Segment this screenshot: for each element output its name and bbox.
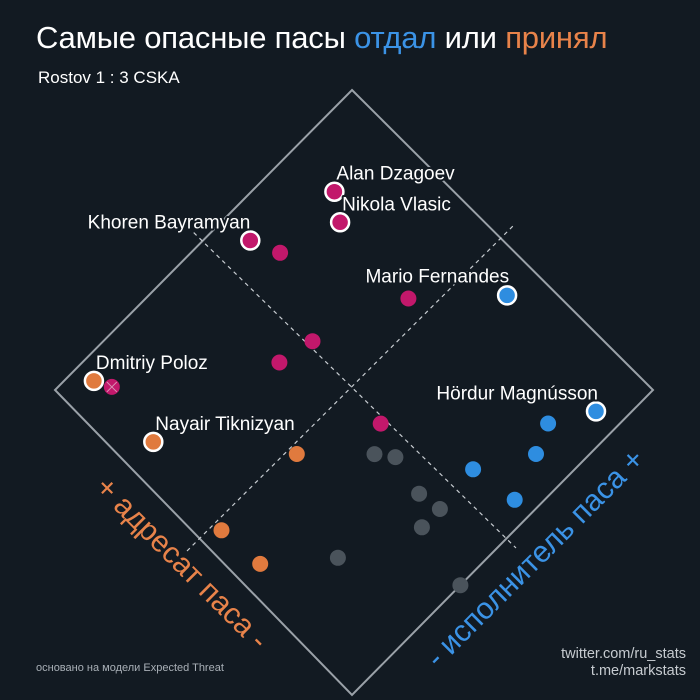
title-word-gave: отдал bbox=[354, 20, 437, 55]
y-axis-label: - исполнитель паса + bbox=[420, 443, 651, 674]
credit-telegram: t.me/markstats bbox=[590, 663, 686, 679]
chart-title: Самые опасные пасы отдал или принял bbox=[36, 20, 608, 56]
credit-twitter: twitter.com/ru_stats bbox=[561, 646, 686, 662]
point-label-nikola-vlasic: Nikola Vlasic bbox=[342, 194, 451, 215]
title-word-received: принял bbox=[505, 20, 608, 55]
data-point-point-22 bbox=[431, 501, 448, 517]
point-label-alan-dzagoev: Alan Dzagoev bbox=[336, 164, 455, 185]
point-cross-mark bbox=[106, 381, 118, 393]
data-point-nikola-vlasic bbox=[329, 212, 351, 233]
chart-point-labels: Alan Dzagoev Khoren Bayramyan Nikola Vlasi… bbox=[86, 162, 600, 437]
data-point-dmitriy-poloz bbox=[83, 370, 105, 392]
data-point-point-26 bbox=[452, 577, 469, 594]
data-point-point-25 bbox=[413, 519, 430, 536]
data-point-point-3 bbox=[272, 244, 289, 261]
point-label-nayair-tiknizyan: Nayair Tiknizyan bbox=[155, 414, 294, 435]
data-point-point-11 bbox=[528, 446, 544, 462]
data-point-khoren-bayramyan bbox=[240, 230, 261, 251]
match-score: Rostov 1 : 3 CSKA bbox=[38, 68, 180, 87]
point-label-dmitriy-poloz: Dmitriy Poloz bbox=[96, 353, 208, 374]
data-point-point-12 bbox=[540, 415, 557, 432]
data-point-point-8 bbox=[372, 415, 389, 432]
data-point-point-19 bbox=[252, 555, 269, 572]
point-label-mario-fernandes: Mario Fernandes bbox=[365, 266, 509, 287]
data-point-point-5 bbox=[400, 290, 417, 307]
footnote: основано на модели Expected Threat bbox=[36, 662, 224, 674]
chart-points bbox=[83, 181, 607, 594]
diamond-frame bbox=[53, 88, 655, 697]
data-point-point-21 bbox=[387, 449, 404, 466]
data-point-point-24 bbox=[411, 485, 428, 502]
data-point-point-13 bbox=[465, 461, 482, 478]
data-point-point-14 bbox=[506, 491, 523, 508]
data-point-point-23 bbox=[329, 549, 346, 566]
data-point-nayair-tiknizyan bbox=[143, 431, 164, 453]
data-point-alan-dzagoev bbox=[324, 181, 345, 202]
data-point-point-6 bbox=[271, 354, 288, 371]
x-axis-label: + адресат паса - bbox=[89, 470, 275, 656]
data-point-point-20 bbox=[366, 446, 383, 463]
title-part-2: или bbox=[436, 20, 506, 55]
median-line-passer bbox=[186, 223, 516, 552]
data-point-h-rdur-magn-sson bbox=[585, 401, 607, 422]
title-part-1: Самые опасные пасы bbox=[36, 20, 355, 55]
point-label-khoren-bayramyan: Khoren Bayramyan bbox=[88, 213, 251, 234]
data-point-point-7 bbox=[304, 333, 321, 350]
credits: twitter.com/ru_stats t.me/markstats bbox=[561, 646, 686, 680]
data-point-point-18 bbox=[213, 522, 230, 539]
point-label-h-rdur-magn-sson: Hördur Magnússon bbox=[436, 383, 598, 404]
data-point-point-17 bbox=[288, 446, 305, 462]
chart-frame bbox=[53, 88, 655, 697]
data-point-mario-fernandes bbox=[496, 285, 518, 306]
